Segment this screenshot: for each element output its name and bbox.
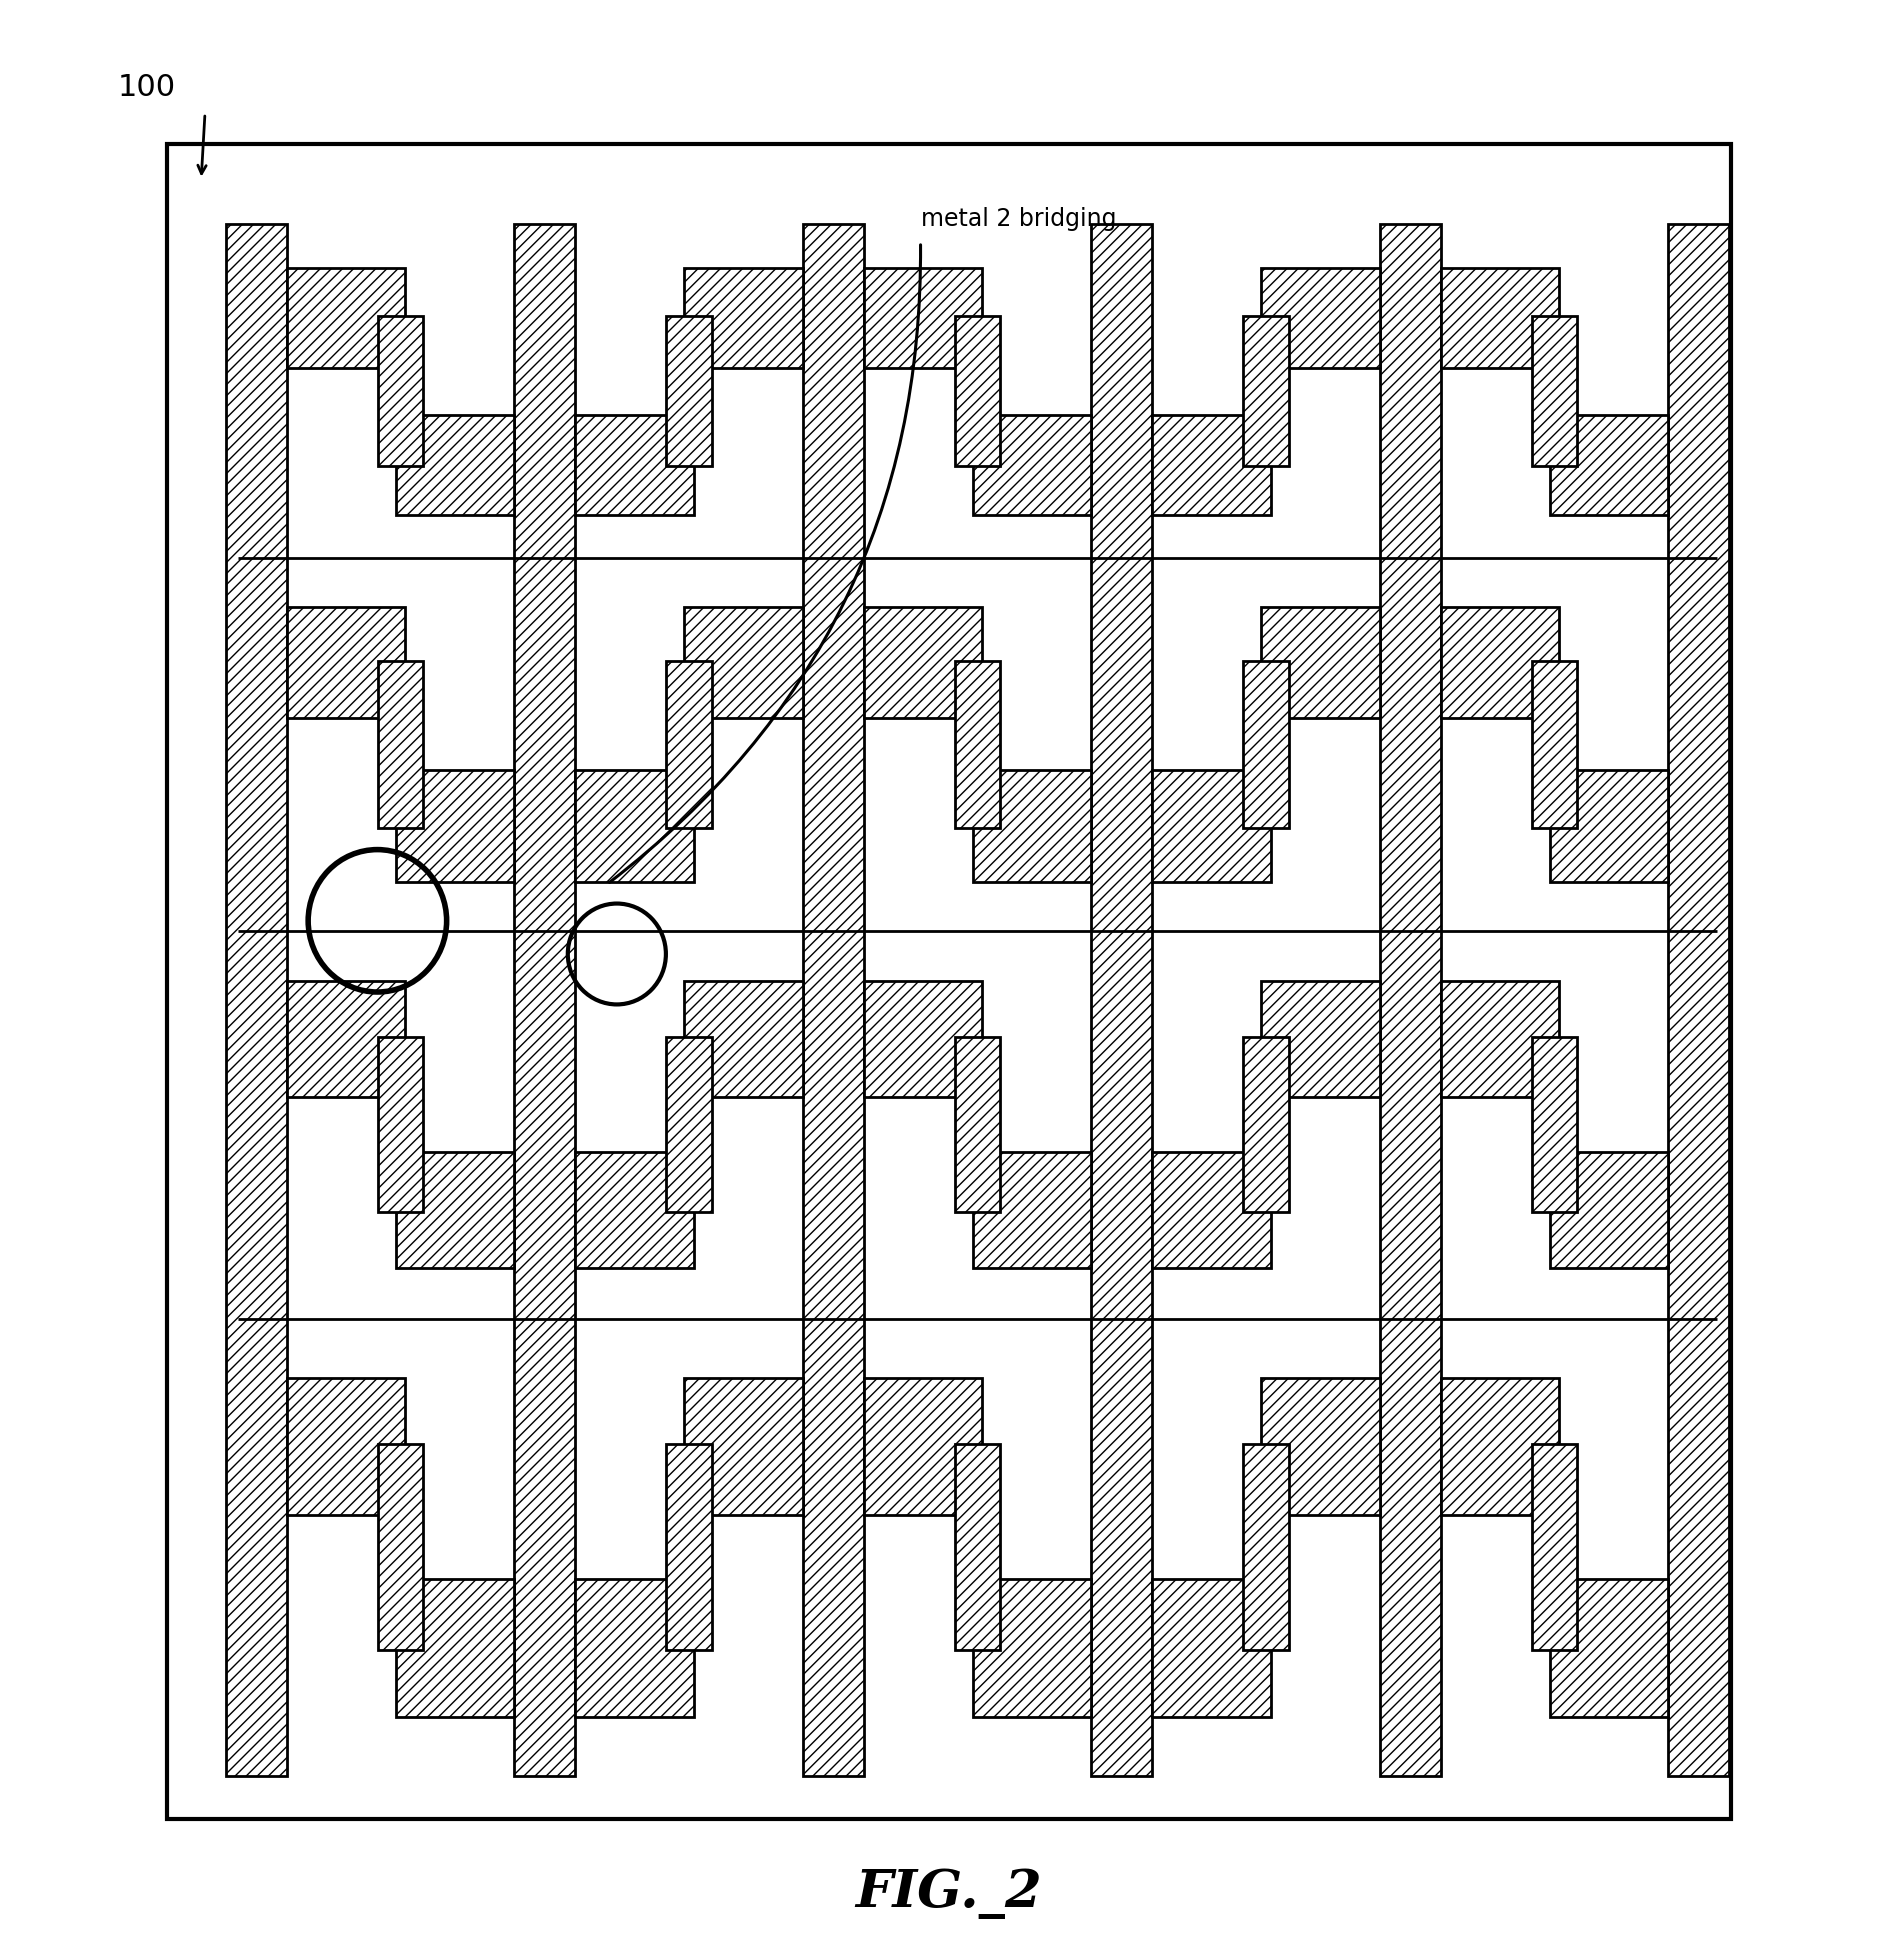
Bar <box>1551 1152 1668 1269</box>
Bar <box>287 1378 404 1515</box>
Text: metal 2 bridging: metal 2 bridging <box>921 207 1116 230</box>
Bar <box>397 1152 514 1269</box>
Bar <box>1152 771 1270 882</box>
Bar <box>666 1444 712 1651</box>
Bar <box>685 982 803 1097</box>
Bar <box>1262 267 1380 367</box>
Bar <box>378 660 423 828</box>
Bar <box>1262 982 1380 1097</box>
Bar <box>974 414 1091 515</box>
Bar <box>864 982 981 1097</box>
Bar <box>397 771 514 882</box>
Bar <box>955 1444 1000 1651</box>
Bar <box>685 607 803 718</box>
Bar <box>575 1152 693 1269</box>
Bar <box>378 1037 423 1212</box>
Bar <box>1262 607 1380 718</box>
Bar <box>803 224 864 1776</box>
Bar <box>167 144 1731 1819</box>
Bar <box>955 660 1000 828</box>
Bar <box>575 1579 693 1718</box>
Text: 100: 100 <box>118 74 177 102</box>
Bar <box>397 414 514 515</box>
Bar <box>287 267 404 367</box>
Text: FIG._2: FIG._2 <box>856 1868 1042 1919</box>
Bar <box>864 267 981 367</box>
Bar <box>1243 1444 1289 1651</box>
Bar <box>378 316 423 467</box>
Bar <box>575 414 693 515</box>
Bar <box>685 1378 803 1515</box>
Bar <box>287 982 404 1097</box>
Bar <box>1441 607 1558 718</box>
Bar <box>666 1037 712 1212</box>
Bar <box>864 607 981 718</box>
Bar <box>1243 1037 1289 1212</box>
Bar <box>1441 982 1558 1097</box>
Bar <box>1091 224 1152 1776</box>
Bar <box>1243 316 1289 467</box>
Bar <box>955 316 1000 467</box>
Bar <box>1532 1037 1577 1212</box>
Bar <box>974 1152 1091 1269</box>
Bar <box>1441 1378 1558 1515</box>
Bar <box>1152 1579 1270 1718</box>
Bar <box>1551 414 1668 515</box>
Bar <box>1532 660 1577 828</box>
Bar <box>1551 771 1668 882</box>
Bar <box>287 607 404 718</box>
Bar <box>1380 224 1441 1776</box>
Bar <box>397 1579 514 1718</box>
Bar <box>1532 316 1577 467</box>
Bar <box>666 316 712 467</box>
Bar <box>1551 1579 1668 1718</box>
Bar <box>514 224 575 1776</box>
Bar <box>226 224 287 1776</box>
Bar <box>685 267 803 367</box>
Bar <box>1441 267 1558 367</box>
Bar <box>1152 1152 1270 1269</box>
Bar <box>1668 224 1729 1776</box>
Bar <box>1243 660 1289 828</box>
Bar <box>575 771 693 882</box>
Bar <box>864 1378 981 1515</box>
Bar <box>1152 414 1270 515</box>
Bar <box>974 1579 1091 1718</box>
Bar <box>378 1444 423 1651</box>
Bar <box>974 771 1091 882</box>
Bar <box>1262 1378 1380 1515</box>
Bar <box>666 660 712 828</box>
Bar <box>955 1037 1000 1212</box>
Bar <box>1532 1444 1577 1651</box>
